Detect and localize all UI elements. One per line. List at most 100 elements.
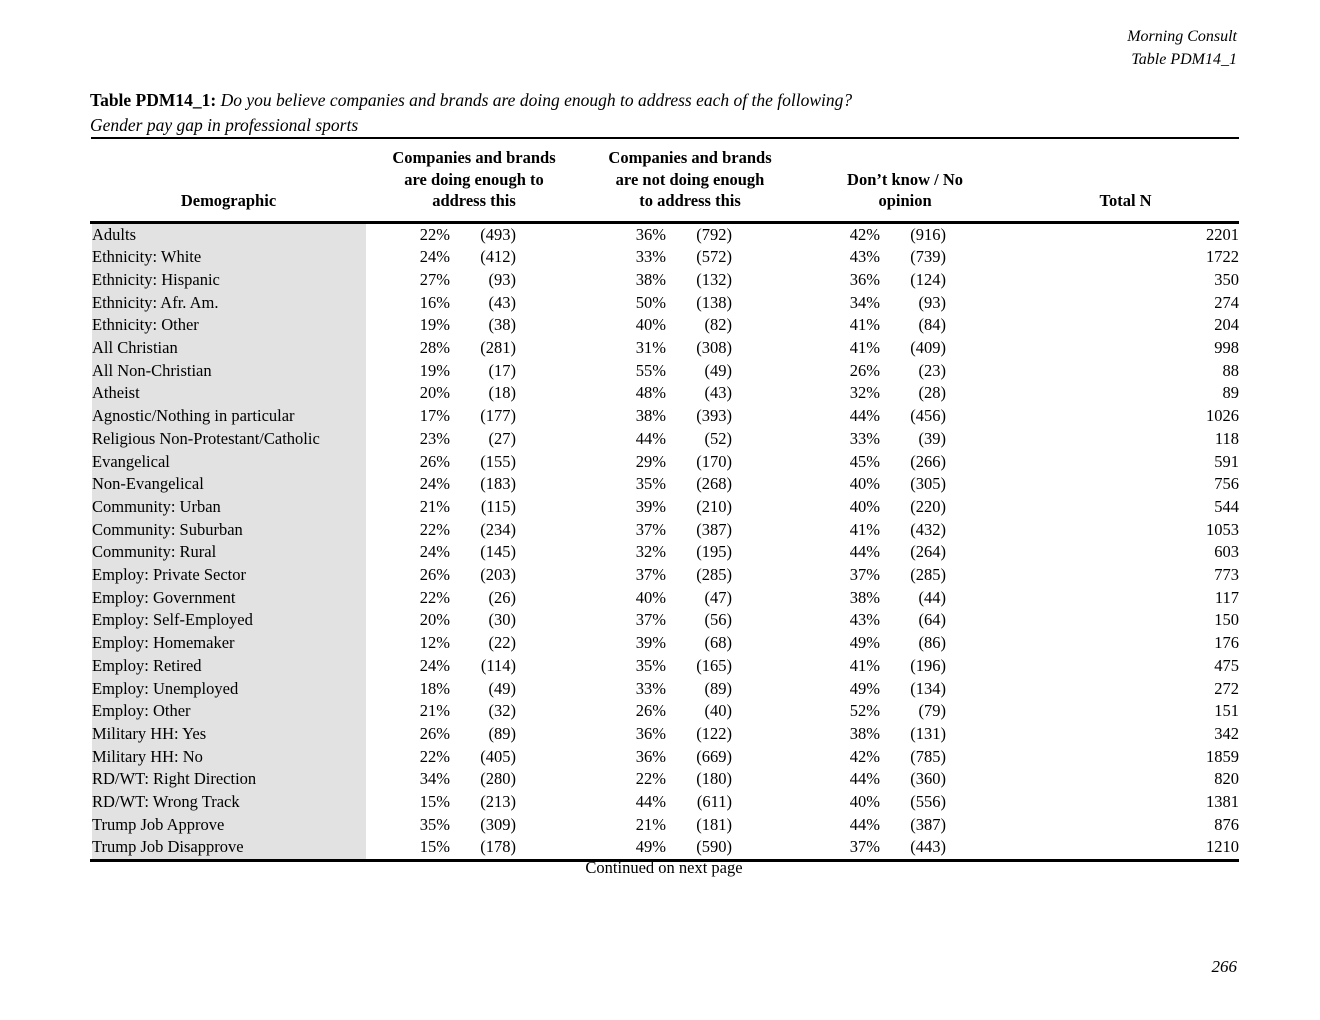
demographic-cell: Employ: Retired xyxy=(90,654,366,678)
value-cell: (28) xyxy=(918,383,947,403)
total-n-cell: 176 xyxy=(1214,633,1240,653)
spacer-cell xyxy=(732,587,798,610)
demographic-cell: Community: Suburban xyxy=(90,518,366,542)
value-cell: 19% xyxy=(419,360,450,380)
spacer-cell xyxy=(732,337,798,360)
value-cell: 26% xyxy=(635,701,667,721)
value-cell: (40) xyxy=(704,701,733,721)
value-cell: (155) xyxy=(480,451,516,471)
value-cell: 43% xyxy=(849,247,881,267)
value-cell: 38% xyxy=(635,269,667,289)
demographic-cell: Employ: Other xyxy=(90,700,366,723)
value-cell: (122) xyxy=(696,723,733,743)
spacer-cell xyxy=(946,496,1012,519)
total-n-cell: 342 xyxy=(1214,723,1240,743)
value-cell: (234) xyxy=(480,519,516,539)
value-cell: (49) xyxy=(704,360,733,380)
value-cell: 22% xyxy=(419,587,450,607)
table-row: Employ: Homemaker 12% (22) 39% (68) 49% (86) 17… xyxy=(90,632,1240,655)
spacer-cell xyxy=(732,246,798,269)
demographic-cell: Adults xyxy=(90,222,366,247)
value-cell: (360) xyxy=(910,769,947,789)
spacer-cell xyxy=(732,292,798,315)
value-cell: (305) xyxy=(910,474,947,494)
value-cell: 42% xyxy=(849,224,881,244)
page-number: 266 xyxy=(1211,957,1238,976)
value-cell: 42% xyxy=(849,746,881,766)
spacer-cell xyxy=(516,451,582,474)
value-cell: 40% xyxy=(849,474,881,494)
value-cell: 21% xyxy=(419,496,450,516)
value-cell: 40% xyxy=(849,792,881,812)
title-label: Table PDM14_1: xyxy=(90,90,217,110)
results-table: Demographic Companies and brands are doi… xyxy=(90,137,1240,863)
spacer-cell xyxy=(946,451,1012,474)
demographic-cell: Trump Job Disapprove xyxy=(90,836,366,861)
table-row: All Christian 28% (281) 31% (308) 41% (409) 998 xyxy=(90,337,1239,360)
demographic-cell: Ethnicity: Afr. Am. xyxy=(90,291,366,315)
spacer-cell xyxy=(732,814,798,837)
value-cell: (84) xyxy=(918,315,947,335)
value-cell: 43% xyxy=(849,610,881,630)
value-cell: 48% xyxy=(635,383,667,403)
spacer-cell xyxy=(516,246,582,269)
value-cell: 44% xyxy=(635,428,667,448)
value-cell: (387) xyxy=(696,519,733,539)
demographic-cell: All Non-Christian xyxy=(90,359,366,383)
table-row: Ethnicity: Afr. Am. 16% (43) 50% (138) 34% (93… xyxy=(90,291,1240,315)
value-cell: (18) xyxy=(488,383,517,403)
total-n-cell: 475 xyxy=(1214,655,1240,675)
value-cell: (405) xyxy=(480,746,516,766)
demographic-cell: Ethnicity: White xyxy=(90,246,366,269)
total-n-cell: 591 xyxy=(1214,451,1240,471)
value-cell: 26% xyxy=(419,451,450,471)
value-cell: (89) xyxy=(488,723,517,743)
value-cell: (669) xyxy=(696,746,733,766)
demographic-cell: Employ: Unemployed xyxy=(90,677,366,701)
spacer-cell xyxy=(946,246,1012,269)
value-cell: (916) xyxy=(910,224,947,244)
value-cell: 20% xyxy=(419,610,450,630)
total-n-cell: 1381 xyxy=(1206,792,1240,812)
table-row: Non-Evangelical 24% (183) 35% (268) 40% (305) 7… xyxy=(90,473,1240,496)
value-cell: 49% xyxy=(849,633,881,653)
value-cell: 55% xyxy=(635,360,667,380)
table-body: Adults 22% (493) 36% (792) 42% (916) 2201 Ethnic… xyxy=(90,222,1240,861)
value-cell: (556) xyxy=(910,792,947,812)
value-cell: 50% xyxy=(635,292,667,312)
spacer-cell xyxy=(732,405,798,428)
table-row: Employ: Unemployed 18% (49) 33% (89) 49% (134)… xyxy=(90,677,1239,701)
spacer-cell xyxy=(516,519,582,542)
total-n-cell: 1026 xyxy=(1206,406,1240,426)
table-row: Employ: Government 22% (26) 40% (47) 38% (44) 1… xyxy=(90,586,1239,610)
value-cell: 37% xyxy=(635,519,667,539)
total-n-cell: 756 xyxy=(1214,474,1240,494)
value-cell: (131) xyxy=(910,723,947,743)
total-n-cell: 274 xyxy=(1214,292,1240,312)
value-cell: 41% xyxy=(849,519,881,539)
value-cell: (785) xyxy=(910,746,947,766)
spacer-cell xyxy=(516,678,582,701)
value-cell: (114) xyxy=(480,655,516,675)
value-cell: 16% xyxy=(419,292,450,312)
table-row: Employ: Other 21% (32) 26% (40) 52% (79) 151 xyxy=(90,700,1239,723)
value-cell: (44) xyxy=(918,587,947,607)
value-cell: 36% xyxy=(849,269,881,289)
value-cell: (181) xyxy=(696,814,733,834)
spacer-cell xyxy=(516,496,582,519)
spacer-cell xyxy=(946,360,1012,383)
value-cell: 37% xyxy=(635,610,667,630)
table-row: All Non-Christian 19% (17) 55% (49) 26% (23) 88 xyxy=(90,359,1239,383)
spacer-cell xyxy=(946,723,1012,746)
value-cell: (572) xyxy=(696,247,733,267)
value-cell: (393) xyxy=(696,406,733,426)
spacer-cell xyxy=(732,655,798,678)
value-cell: 41% xyxy=(849,338,881,358)
spacer-cell xyxy=(732,791,798,814)
table-row: RD/WT: Right Direction 34% (280) 22% (180) 44… xyxy=(90,768,1239,792)
spacer-cell xyxy=(516,222,582,246)
spacer-cell xyxy=(516,564,582,587)
demographic-cell: Ethnicity: Other xyxy=(90,314,366,338)
demographic-cell: Military HH: No xyxy=(90,745,366,769)
column-header-total-n: Total N xyxy=(1012,138,1240,224)
